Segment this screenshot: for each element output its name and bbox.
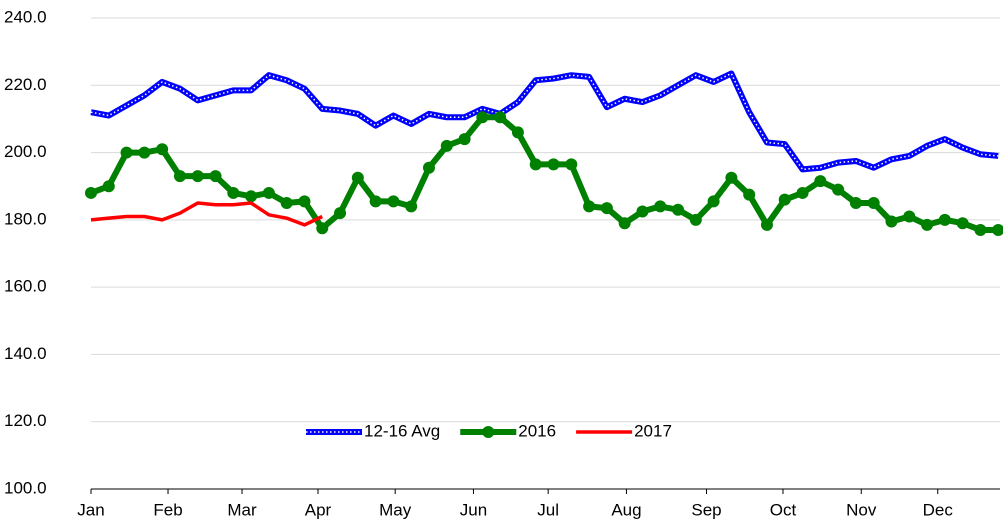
x-tick-label: May [379, 500, 412, 519]
point [156, 143, 169, 156]
point [227, 186, 240, 199]
point [422, 161, 435, 174]
x-tick-label: Jan [77, 500, 104, 519]
legend-label: 2017 [634, 421, 672, 440]
point [547, 158, 560, 171]
point [725, 171, 738, 184]
point [992, 223, 1003, 236]
point [245, 190, 258, 203]
point [369, 195, 382, 208]
point [707, 195, 720, 208]
x-tick-label: Feb [153, 500, 182, 519]
point [351, 171, 364, 184]
point [85, 186, 97, 199]
point [529, 158, 542, 171]
point [600, 202, 613, 215]
y-tick-label: 120.0 [4, 411, 47, 430]
point [173, 170, 186, 183]
point [387, 195, 400, 208]
legend-label: 2016 [518, 421, 556, 440]
point [209, 170, 222, 183]
point [849, 197, 862, 210]
point [583, 200, 596, 213]
x-tick-label: Apr [305, 500, 332, 519]
point [298, 195, 311, 208]
point [405, 200, 418, 213]
y-tick-label: 200.0 [4, 142, 47, 161]
point [760, 218, 773, 231]
point [832, 183, 845, 196]
series-line [90, 201, 324, 227]
point [796, 186, 809, 199]
x-tick-label: Mar [227, 500, 257, 519]
x-tick-label: Oct [770, 500, 797, 519]
point [316, 222, 329, 235]
x-tick-label: Jun [460, 500, 487, 519]
point [618, 217, 631, 230]
x-tick-label: Jul [537, 500, 559, 519]
point [672, 203, 685, 216]
point [138, 146, 151, 159]
point [654, 200, 667, 213]
legend-marker [482, 426, 495, 438]
point [511, 126, 524, 139]
line-texture [90, 72, 999, 171]
point [814, 175, 827, 188]
series-line [90, 70, 999, 173]
x-tick-label: Dec [923, 500, 954, 519]
y-tick-label: 160.0 [4, 277, 47, 296]
x-tick-label: Nov [846, 500, 877, 519]
y-tick-label: 100.0 [4, 478, 47, 497]
point [565, 158, 578, 171]
point [334, 207, 347, 220]
point [778, 193, 791, 206]
y-tick-label: 240.0 [4, 7, 47, 26]
point [956, 217, 969, 230]
point [494, 111, 507, 124]
point [938, 213, 951, 226]
point [689, 213, 702, 226]
point [280, 197, 293, 210]
x-tick-label: Sep [691, 500, 721, 519]
point [191, 170, 204, 183]
point [974, 223, 987, 236]
legend-label: 12-16 Avg [364, 421, 440, 440]
point [440, 139, 453, 152]
point [903, 210, 916, 223]
y-tick-label: 140.0 [4, 344, 47, 363]
point [102, 180, 115, 193]
point [458, 133, 471, 146]
point [743, 188, 756, 201]
y-tick-label: 220.0 [4, 75, 47, 94]
point [921, 218, 934, 231]
x-tick-label: Aug [611, 500, 641, 519]
series-line [89, 114, 999, 233]
point [885, 215, 898, 228]
point [867, 197, 880, 210]
y-tick-label: 180.0 [4, 209, 47, 228]
point [476, 111, 489, 124]
point [636, 205, 649, 218]
point [120, 146, 133, 159]
point [262, 186, 275, 199]
